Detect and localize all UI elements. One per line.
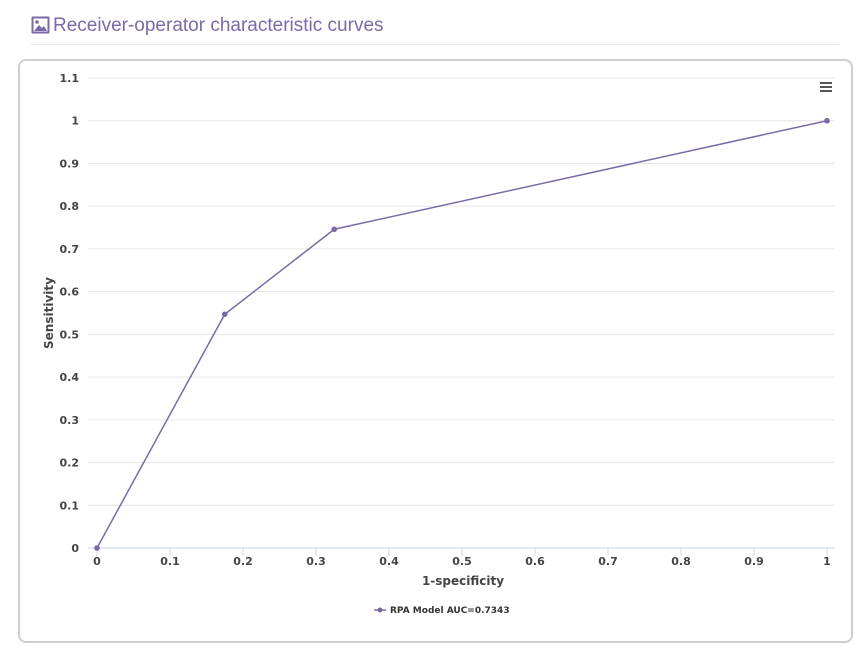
y-tick-label: 0.5 (60, 328, 80, 341)
legend-swatch-marker (377, 607, 383, 613)
y-tick-label: 0.1 (60, 499, 80, 512)
series-line (96, 119, 828, 549)
x-tick-label: 0.2 (233, 555, 253, 568)
x-tick-label: 0.1 (160, 555, 180, 568)
y-tick-label: 1 (71, 115, 79, 128)
x-tick-label: 0.8 (671, 555, 691, 568)
panel-header: Receiver-operator characteristic curves (31, 14, 839, 45)
y-tick-label: 0.3 (60, 414, 80, 427)
legend-item-label: RPA Model AUC=0.7343 (390, 606, 510, 616)
series-layer (94, 117, 830, 551)
y-tick-labels: 0 0.1 0.2 0.3 0.4 0.5 0.6 0.7 0.8 0.9 1 1.1 (60, 72, 80, 555)
x-axis-title: 1-specificity (422, 574, 504, 588)
chart-card (18, 59, 853, 643)
y-tick-label: 0.2 (60, 457, 80, 470)
y-tick-label: 0.6 (60, 286, 80, 299)
x-tick-label: 0 (93, 555, 101, 568)
y-tick-label: 0.8 (60, 200, 80, 213)
y-axis-title: Sensitivity (42, 277, 56, 349)
axes (88, 547, 835, 556)
hamburger-menu-icon[interactable] (818, 79, 834, 95)
image-icon (31, 16, 50, 34)
x-tick-label: 0.4 (379, 555, 399, 568)
x-tick-labels: 0 0.1 0.2 0.3 0.4 0.5 0.6 0.7 0.8 0.9 1 (93, 555, 831, 568)
y-tick-label: 0.9 (60, 157, 80, 170)
data-point (331, 226, 338, 233)
y-tick-label: 0.4 (60, 371, 80, 384)
data-point (94, 545, 100, 551)
y-tick-label: 1.1 (60, 72, 80, 85)
x-tick-label: 0.9 (744, 555, 764, 568)
y-tick-label: 0 (71, 542, 79, 555)
panel-title: Receiver-operator characteristic curves (53, 15, 384, 36)
x-tick-label: 0.6 (525, 555, 545, 568)
grid-lines (88, 77, 835, 506)
data-point (221, 311, 228, 318)
x-tick-label: 1 (823, 555, 831, 568)
y-tick-label: 0.7 (60, 243, 80, 256)
data-point (824, 117, 830, 124)
x-tick-label: 0.5 (452, 555, 472, 568)
x-tick-label: 0.3 (306, 555, 326, 568)
x-tick-label: 0.7 (598, 555, 618, 568)
legend[interactable]: RPA Model AUC=0.7343 (374, 606, 510, 616)
